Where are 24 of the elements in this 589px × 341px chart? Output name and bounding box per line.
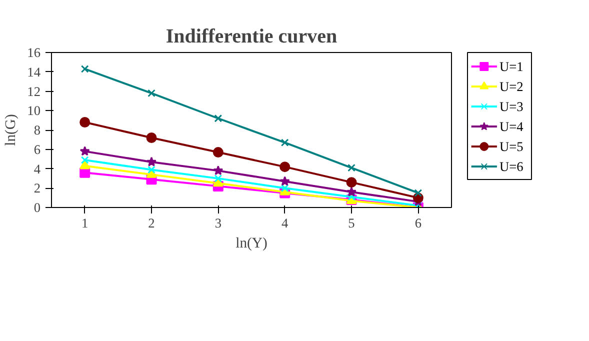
y-tick-label: 16: [27, 45, 41, 60]
legend-label: U=3: [500, 99, 524, 114]
y-tick-label: 10: [27, 103, 41, 118]
y-tick-label: 14: [27, 64, 41, 80]
x-tick-label: 1: [82, 216, 88, 230]
x-tick-label: 3: [214, 216, 222, 230]
y-axis-title: ln(G): [3, 114, 20, 146]
x-tick-label: 5: [348, 216, 356, 230]
x-axis-title: ln(Y): [236, 236, 268, 252]
x-tick-label: 4: [282, 216, 288, 230]
x-tick-label: 2: [148, 216, 155, 230]
y-tick-label: 6: [34, 142, 41, 157]
legend-label: U=1: [500, 59, 524, 74]
legend-label: U=4: [500, 119, 524, 134]
y-tick-label: 0: [34, 200, 41, 215]
y-tick-label: 4: [34, 161, 41, 176]
y-tick-label: 8: [34, 122, 41, 138]
y-tick-label: 2: [34, 180, 41, 196]
legend-label: U=2: [500, 79, 524, 94]
chart-title: Indifferentie curven: [166, 26, 338, 48]
legend-label: U=5: [500, 139, 524, 154]
x-tick-label: 6: [414, 216, 422, 230]
y-tick-label: 12: [27, 84, 40, 99]
legend-label: U=6: [500, 159, 524, 174]
